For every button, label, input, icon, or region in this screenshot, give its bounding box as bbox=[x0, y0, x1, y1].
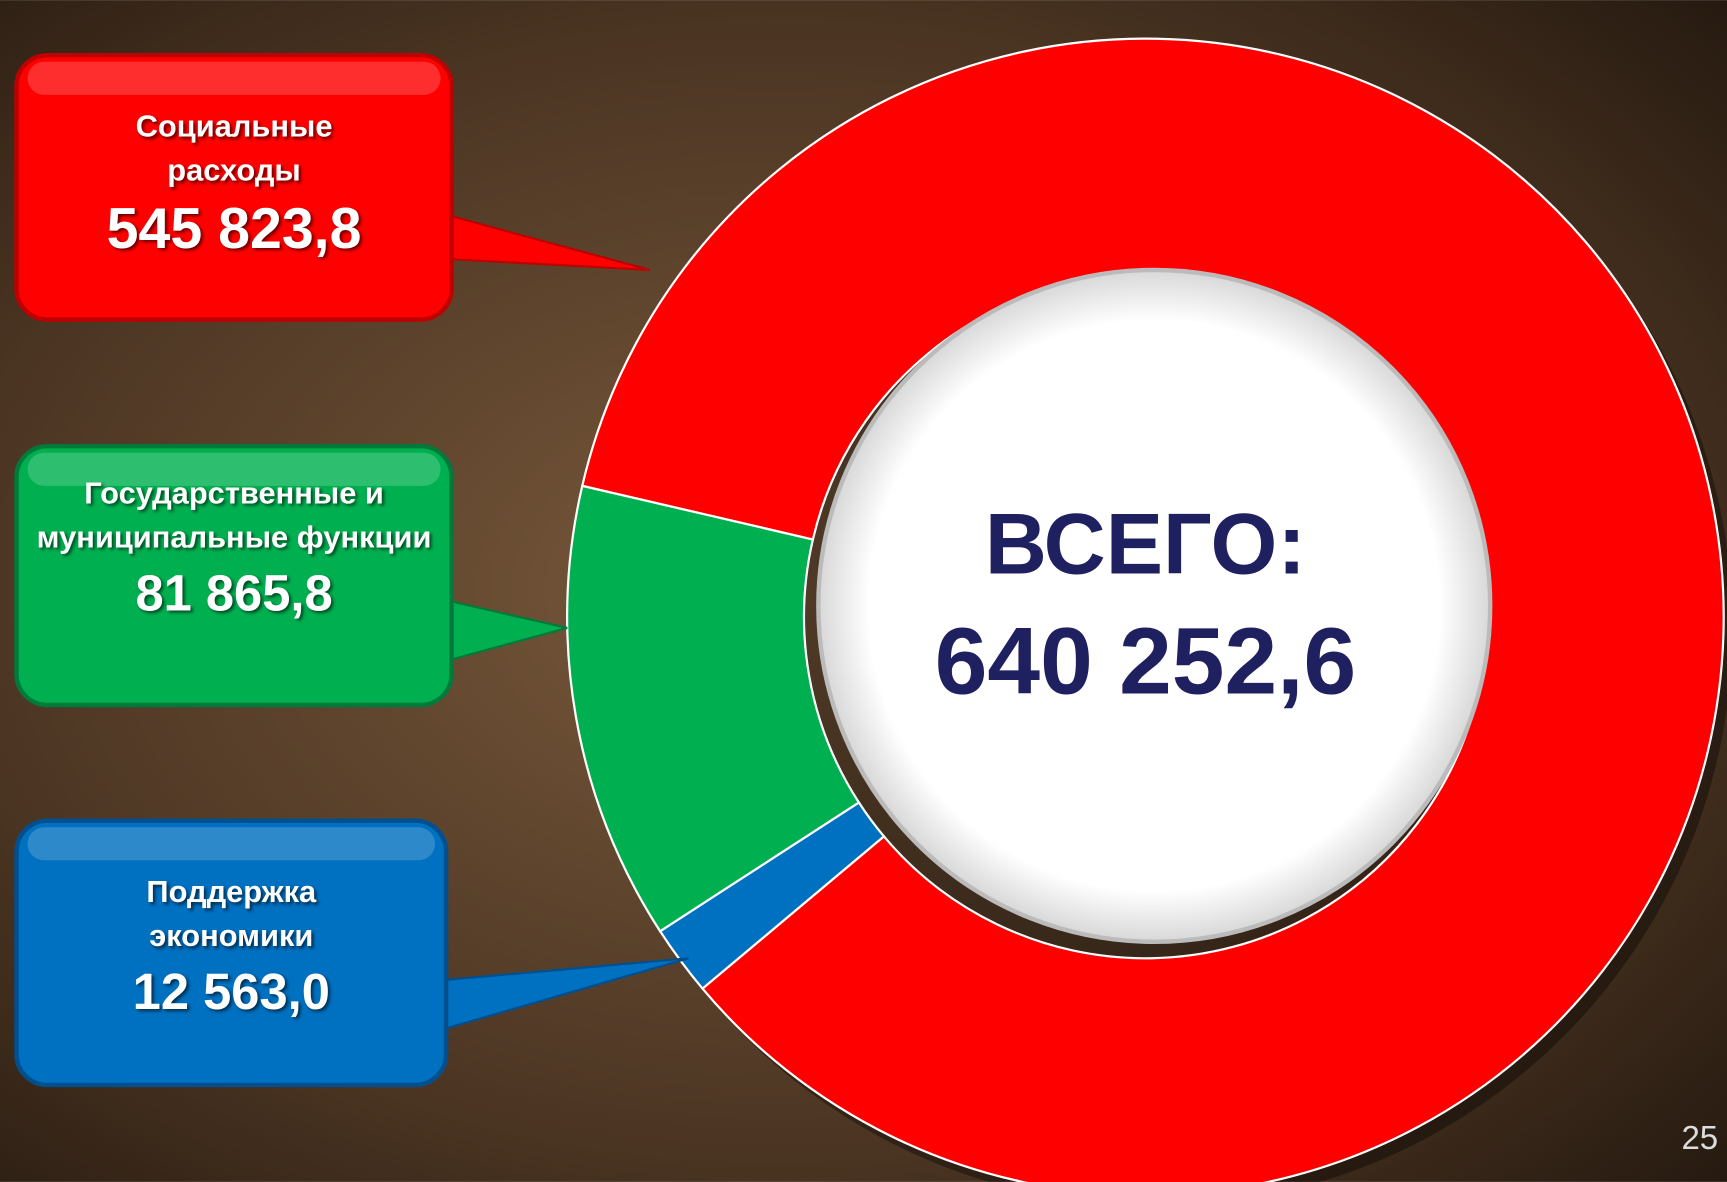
chart-layer: ВСЕГО: 640 252,6 Социальные расходы 545 823… bbox=[14, 37, 1727, 1182]
category-label: Поддержка экономики bbox=[146, 874, 317, 953]
donut-segment bbox=[566, 484, 861, 933]
callout-text: Социальные расходы 545 823,8 bbox=[17, 105, 452, 266]
page-number: 25 bbox=[1681, 1120, 1718, 1157]
category-label: Государственные и муниципальные функции bbox=[36, 475, 432, 555]
center-total: 640 252,6 bbox=[935, 609, 1356, 715]
callout-highlight bbox=[27, 452, 441, 486]
callout-text: Поддержка экономики 12 563,0 bbox=[17, 870, 447, 1024]
callout-highlight bbox=[27, 61, 441, 95]
donut-hole bbox=[816, 267, 1493, 944]
callout-box bbox=[14, 443, 454, 708]
callout-highlight bbox=[27, 827, 436, 861]
callout-content: Социальные расходы 545 823,8 bbox=[17, 105, 452, 266]
callout-content: Государственные и муниципальные функции 8… bbox=[17, 471, 452, 625]
callout-content: Поддержка экономики 12 563,0 bbox=[17, 870, 447, 1024]
value-label: 12 563,0 bbox=[132, 962, 330, 1020]
category-label: Социальные расходы bbox=[135, 109, 333, 188]
value-label: 545 823,8 bbox=[106, 197, 362, 262]
callout-box bbox=[14, 818, 449, 1088]
callout-box bbox=[14, 52, 454, 322]
donut-segment bbox=[580, 37, 1725, 1182]
callout-text: Государственные и муниципальные функции 8… bbox=[17, 471, 452, 625]
donut-segment bbox=[658, 800, 886, 991]
center-label: ВСЕГО: bbox=[985, 496, 1306, 592]
value-label: 81 865,8 bbox=[135, 564, 333, 622]
